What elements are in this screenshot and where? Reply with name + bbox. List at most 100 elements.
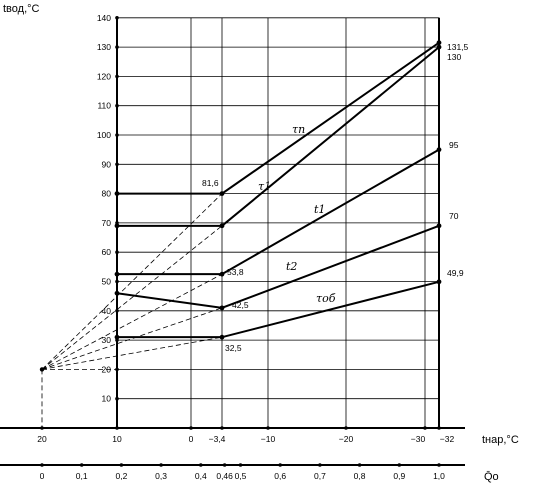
data-point — [219, 305, 225, 311]
point-value-label: 32,5 — [225, 343, 242, 353]
y-tick-label: 70 — [102, 218, 112, 228]
x-tick-dot — [344, 426, 348, 430]
x-tick-label: −10 — [261, 434, 276, 444]
x2-tick-dot — [437, 463, 441, 467]
y-tick-dot — [115, 103, 119, 108]
data-point — [114, 223, 120, 229]
x2-tick-label: 0,7 — [314, 471, 326, 481]
y-tick-dot — [115, 279, 119, 284]
x2-tick-label: 0 — [40, 471, 45, 481]
x-tick-label: 0 — [189, 434, 194, 444]
x2-tick-label: 0,5 — [235, 471, 247, 481]
x2-tick-dot — [357, 463, 362, 467]
x-axis-title: tнар,°С — [482, 434, 519, 446]
y-tick-dot — [115, 74, 119, 79]
y-tick-dot — [115, 45, 119, 49]
x2-tick-dot — [222, 463, 227, 467]
x-tick-label: −20 — [339, 434, 354, 444]
point-value-label: 81,6 — [202, 178, 219, 188]
x2-tick-dot — [159, 463, 163, 467]
y-tick-dot — [115, 15, 119, 20]
x2-tick-dot — [238, 463, 243, 467]
y-tick-dot — [115, 250, 119, 254]
data-point — [436, 147, 442, 153]
y-tick-dot — [115, 396, 119, 401]
x2-tick-label: 0,9 — [393, 471, 405, 481]
series-line — [117, 46, 440, 227]
dashed-line — [41, 307, 223, 370]
x-tick-dot — [423, 426, 427, 430]
design-point — [39, 367, 45, 372]
grid — [117, 17, 440, 428]
x2-tick-label: 0,6 — [274, 471, 286, 481]
data-point — [436, 223, 442, 229]
series-line — [116, 224, 440, 309]
y-tick-label: 40 — [102, 306, 112, 316]
x2-tick-label: 0,8 — [354, 471, 366, 481]
y-tick-label: 60 — [102, 247, 112, 257]
x2-tick-label: 0,4 — [195, 471, 207, 481]
x-tick-dot — [189, 426, 193, 430]
y-tick-label: 110 — [97, 101, 111, 111]
y-tick-dot — [115, 133, 119, 137]
y-tick-label: 120 — [97, 71, 111, 81]
x2-tick-label: 0,46 — [216, 471, 233, 481]
data-point — [114, 271, 120, 277]
point-value-label: 42,5 — [232, 300, 249, 310]
series-label: τоб — [316, 292, 336, 305]
series-line — [117, 148, 440, 276]
x-tick-label: −32 — [440, 434, 455, 444]
y-tick-label: 20 — [102, 364, 112, 374]
x-tick-label: 10 — [112, 434, 122, 444]
x-tick-dot — [437, 426, 441, 430]
data-point — [436, 44, 442, 50]
point-value-label: 49,9 — [447, 268, 464, 278]
point-value-label: 95 — [449, 140, 459, 150]
y-axis-title: tвод,°С — [3, 3, 40, 15]
x-tick-dot — [266, 426, 270, 430]
data-point — [114, 290, 120, 296]
series-label: t1 — [314, 203, 325, 216]
construction-lines — [41, 193, 223, 428]
y-tick-label: 140 — [97, 13, 111, 23]
x2-tick-dot — [79, 463, 84, 467]
y-tick-label: 100 — [97, 130, 111, 140]
point-value-label: 53,8 — [227, 267, 244, 277]
x-tick-dot — [115, 426, 119, 430]
x-tick-label: −30 — [411, 434, 426, 444]
data-point — [219, 271, 225, 277]
x-tick-label: −3,4 — [209, 434, 226, 444]
x2-tick-label: 1,0 — [433, 471, 445, 481]
data-point — [436, 40, 442, 46]
x2-tick-label: 0,3 — [155, 471, 167, 481]
y-tick-label: 50 — [102, 277, 112, 287]
x2-tick-dot — [40, 463, 44, 467]
dashed-line — [41, 273, 223, 370]
x2-tick-dot — [119, 463, 124, 467]
data-point — [114, 191, 120, 197]
series-label: t2 — [286, 260, 297, 273]
series-line — [117, 41, 440, 195]
y-tick-label: 30 — [102, 335, 112, 345]
point-value-label: 130 — [447, 52, 461, 62]
dashed-line — [41, 225, 223, 370]
point-value-label: 131,5 — [447, 42, 469, 52]
series-label: τ1 — [258, 180, 271, 193]
data-point — [114, 334, 120, 340]
data-point — [219, 334, 225, 340]
x2-tick-dot — [278, 463, 283, 467]
y-tick-label: 80 — [102, 189, 112, 199]
y-tick-label: 90 — [102, 159, 112, 169]
x2-tick-label: 0,2 — [115, 471, 127, 481]
y-tick-dot — [115, 162, 119, 167]
series-line — [117, 280, 440, 339]
data-point — [219, 191, 225, 197]
data-points — [39, 40, 442, 372]
x-tick-label: 20 — [37, 434, 47, 444]
x2-tick-dot — [199, 463, 203, 467]
x2-tick-label: 0,1 — [76, 471, 88, 481]
dashed-line — [41, 193, 223, 370]
axes — [0, 15, 465, 467]
